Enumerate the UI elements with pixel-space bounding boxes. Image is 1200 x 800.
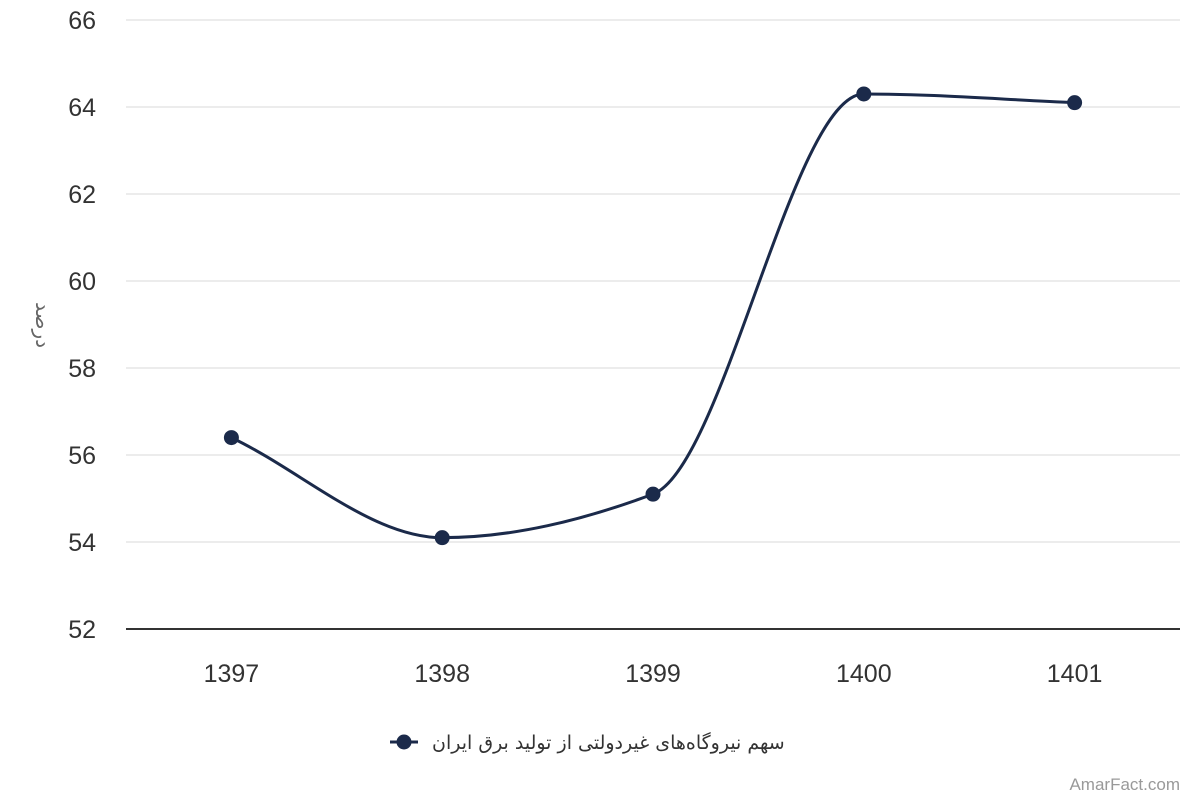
credit-text[interactable]: AmarFact.com bbox=[1069, 775, 1180, 794]
legend[interactable]: سهم نیروگاه‌های غیردولتی از تولید برق ای… bbox=[390, 731, 785, 754]
y-tick-label: 56 bbox=[68, 442, 96, 470]
gridlines bbox=[126, 19, 1180, 543]
data-point[interactable] bbox=[645, 486, 661, 502]
x-tick-label: 1400 bbox=[836, 660, 892, 688]
y-tick-label: 58 bbox=[68, 355, 96, 383]
series-group bbox=[223, 86, 1083, 546]
data-point[interactable] bbox=[223, 430, 239, 446]
y-axis-title: درصد bbox=[31, 302, 55, 348]
x-axis: 1397 1398 1399 1400 1401 bbox=[126, 628, 1180, 688]
series-line[interactable] bbox=[230, 92, 1075, 540]
y-tick-label: 60 bbox=[68, 268, 96, 296]
data-point[interactable] bbox=[434, 530, 450, 546]
x-tick-label: 1401 bbox=[1047, 660, 1103, 688]
y-tick-label: 52 bbox=[68, 616, 96, 644]
legend-label: سهم نیروگاه‌های غیردولتی از تولید برق ای… bbox=[432, 731, 785, 754]
y-tick-label: 54 bbox=[68, 529, 96, 557]
data-point[interactable] bbox=[1067, 95, 1083, 111]
x-tick-label: 1398 bbox=[414, 660, 470, 688]
y-tick-label: 64 bbox=[68, 94, 96, 122]
y-tick-label: 62 bbox=[68, 181, 96, 209]
y-axis: 52 54 56 58 60 62 64 66 bbox=[68, 7, 96, 644]
x-tick-label: 1399 bbox=[625, 660, 681, 688]
legend-dot-marker bbox=[396, 734, 412, 750]
y-tick-label: 66 bbox=[68, 7, 96, 35]
data-point[interactable] bbox=[856, 86, 872, 102]
x-tick-label: 1397 bbox=[204, 660, 260, 688]
